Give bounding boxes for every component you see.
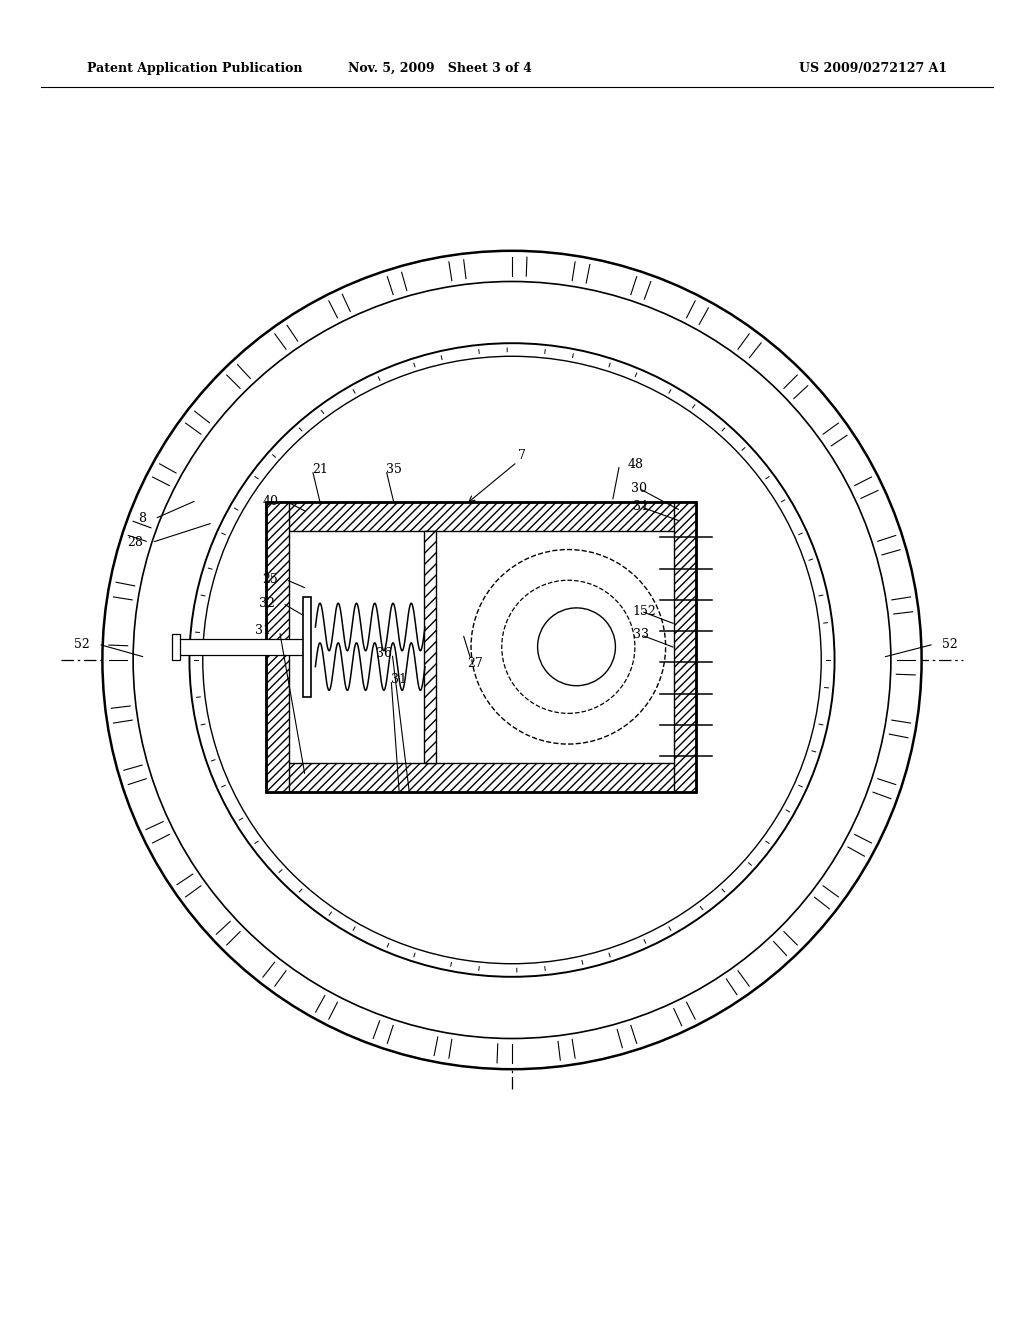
- Ellipse shape: [471, 549, 666, 744]
- Text: FIG. 3: FIG. 3: [470, 279, 554, 302]
- Text: Nov. 5, 2009   Sheet 3 of 4: Nov. 5, 2009 Sheet 3 of 4: [348, 62, 532, 75]
- Bar: [674, 502, 696, 792]
- Text: 27: 27: [467, 657, 483, 671]
- Bar: [424, 531, 436, 763]
- Text: 8: 8: [138, 512, 146, 525]
- Text: 7: 7: [518, 449, 526, 462]
- Text: 35: 35: [386, 463, 402, 477]
- Text: 33: 33: [633, 628, 649, 642]
- Text: 28: 28: [127, 536, 143, 549]
- Bar: [303, 597, 311, 697]
- Bar: [266, 502, 696, 792]
- Bar: [266, 502, 289, 792]
- Bar: [266, 502, 696, 531]
- Ellipse shape: [189, 343, 835, 977]
- Text: 152: 152: [633, 605, 656, 618]
- Text: 25: 25: [262, 573, 278, 586]
- Text: US 2009/0272127 A1: US 2009/0272127 A1: [799, 62, 947, 75]
- Text: 52: 52: [942, 638, 957, 651]
- Ellipse shape: [102, 251, 922, 1069]
- Ellipse shape: [502, 581, 635, 713]
- Bar: [172, 634, 180, 660]
- Text: 31: 31: [633, 500, 649, 513]
- Ellipse shape: [538, 609, 615, 685]
- Text: 52: 52: [75, 638, 90, 651]
- Text: 40: 40: [262, 495, 279, 508]
- Text: 31: 31: [255, 624, 271, 638]
- Text: 30: 30: [631, 482, 647, 495]
- Text: 48: 48: [628, 458, 644, 471]
- Bar: [266, 763, 696, 792]
- Text: 32: 32: [258, 597, 274, 610]
- Text: 36: 36: [376, 647, 392, 660]
- Bar: [179, 639, 307, 655]
- Text: Patent Application Publication: Patent Application Publication: [87, 62, 302, 75]
- Bar: [266, 502, 696, 792]
- Text: B-B: B-B: [496, 317, 528, 330]
- Text: 31: 31: [391, 673, 408, 686]
- Text: 21: 21: [312, 463, 329, 477]
